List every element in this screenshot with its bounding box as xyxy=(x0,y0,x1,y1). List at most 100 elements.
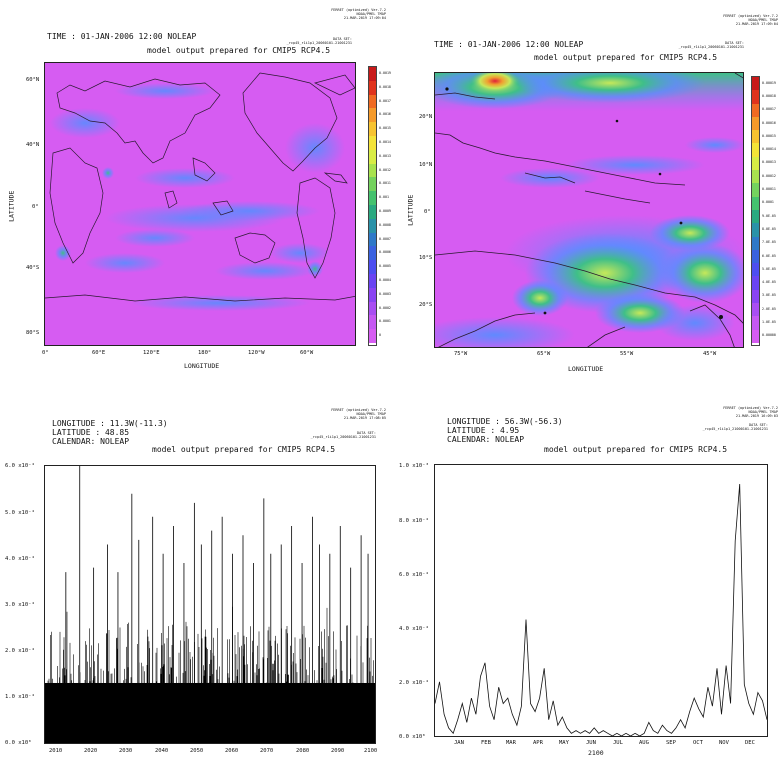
chart-title: model output prepared for CMIP5 RCP4.5 xyxy=(152,445,336,454)
y-axis-label: LATITUDE xyxy=(7,190,16,222)
colorbar-tick-label: 0.0008 xyxy=(379,222,391,227)
colorbar-tick-label: 0.0009 xyxy=(379,208,391,213)
colorbar-swatch xyxy=(752,130,759,144)
x-tick-label: 65°W xyxy=(537,351,551,357)
x-tick-label: 55°W xyxy=(620,351,634,357)
colorbar-tick-label: 0.0017 xyxy=(379,98,391,103)
x-tick-label: APR xyxy=(533,740,543,746)
colorbar-tick-label: 0.00014 xyxy=(762,147,776,152)
y-tick-label: 2.0 x10⁻⁴ xyxy=(399,680,429,686)
ferret-header: FERRET (optimized) Ver.7.2 NOAA/PMEL TMA… xyxy=(723,406,778,419)
colorbar-swatch xyxy=(369,149,376,164)
colorbar-tick-label: 0.00013 xyxy=(762,160,776,165)
colorbar-swatch xyxy=(752,103,759,117)
timeseries-plot-area xyxy=(44,465,376,744)
longitude-info: LONGITUDE : 11.3W(-11.3) xyxy=(52,419,168,428)
x-tick-label: 2020 xyxy=(84,748,98,754)
map-heatmap xyxy=(45,63,355,345)
colorbar-tick-label: 0.00000 xyxy=(762,333,776,338)
colorbar-tick-label: 0.00018 xyxy=(762,93,776,98)
colorbar-tick-label: 0.0003 xyxy=(379,291,391,296)
colorbar-swatch xyxy=(752,249,759,264)
colorbar-swatch xyxy=(752,316,759,330)
chart-panel-regional-map: TIME : 01-JAN-2006 12:00 NOLEAP FERRET (… xyxy=(392,0,784,385)
x-tick-label: NOV xyxy=(719,740,729,746)
colorbar-swatch xyxy=(369,67,376,81)
x-tick-label: 2080 xyxy=(296,748,310,754)
map-plot-area xyxy=(434,72,744,348)
colorbar-tick-label: 0.00011 xyxy=(762,187,776,192)
colorbar-tick-label: 9.0E-05 xyxy=(762,213,776,218)
colorbar-tick-label: 0.0004 xyxy=(379,277,391,282)
colorbar-swatch xyxy=(752,90,759,104)
y-tick-label: 60°N xyxy=(26,77,40,83)
x-tick-label: 2060 xyxy=(225,748,239,754)
location-info: LONGITUDE : 11.3W(-11.3) LATITUDE : 48.8… xyxy=(52,419,168,447)
timeseries-plot-area xyxy=(434,464,768,737)
colorbar-swatch xyxy=(752,143,759,157)
timeseries-line xyxy=(45,466,375,743)
colorbar xyxy=(368,66,377,346)
colorbar-tick-label: 0.0013 xyxy=(379,153,391,158)
calendar-info: CALENDAR: NOLEAP xyxy=(447,435,525,445)
coastlines xyxy=(45,72,355,302)
x-axis-label: LONGITUDE xyxy=(568,365,604,373)
colorbar-tick-label: 0.0006 xyxy=(379,250,391,255)
x-tick-label: 2100 xyxy=(364,748,378,754)
chart-title: model output prepared for CMIP5 RCP4.5 xyxy=(534,53,718,62)
colorbar-tick-label: 0.00017 xyxy=(762,107,776,112)
dataset-label: DATA SET: _rcp45_r1i1p1_21000101-2100123… xyxy=(702,423,768,432)
colorbar-tick-label: 2.0E-05 xyxy=(762,306,776,311)
y-tick-label: 10°S xyxy=(419,255,433,261)
y-tick-label: 2.0 x10⁻⁴ xyxy=(5,648,35,654)
ferret-header: FERRET (optimized) Ver.7.2 NOAA/PMEL TMA… xyxy=(331,408,386,421)
y-tick-label: 80°S xyxy=(26,330,40,336)
colorbar-tick-label: 0.0011 xyxy=(379,181,391,186)
colorbar-swatch xyxy=(752,156,759,171)
x-tick-label: DEC xyxy=(745,740,755,746)
y-tick-label: 5.0 x10⁻⁴ xyxy=(5,510,35,516)
x-tick-label: MAY xyxy=(559,740,569,746)
y-tick-label: 0° xyxy=(32,204,39,210)
chart-title: model output prepared for CMIP5 RCP4.5 xyxy=(544,445,728,454)
colorbar-swatch xyxy=(369,122,376,136)
colorbar-tick-label: 0.0007 xyxy=(379,236,391,241)
colorbar-ticks: 0.0019 0.0018 0.0017 0.0016 0.0015 0.0014 0.00… xyxy=(379,66,392,346)
colorbar-swatch xyxy=(752,77,759,91)
colorbar-swatch xyxy=(369,315,376,330)
y-tick-label: 20°N xyxy=(419,114,433,120)
y-tick-label: 10°N xyxy=(419,162,433,168)
colorbar-tick-label: 8.0E-05 xyxy=(762,226,776,231)
y-tick-label: 0.0 x10⁰ xyxy=(399,734,426,740)
colorbar-tick-label: 0.00012 xyxy=(762,173,776,178)
y-tick-label: 40°S xyxy=(26,265,40,271)
x-tick-label: 2010 xyxy=(49,748,63,754)
colorbar-tick-label: 0.00019 xyxy=(762,80,776,85)
colorbar-tick-label: 0.0016 xyxy=(379,112,391,117)
colorbar-tick-label: 6.0E-05 xyxy=(762,253,776,258)
calendar-info: CALENDAR: NOLEAP xyxy=(52,437,130,447)
colorbar-swatch xyxy=(369,301,376,316)
latitude-info: LATITUDE : 4.95 xyxy=(447,426,520,436)
colorbar-swatch xyxy=(752,236,759,250)
x-tick-label: 2030 xyxy=(119,748,133,754)
colorbar-tick-label: 0.00015 xyxy=(762,133,776,138)
colorbar-swatch xyxy=(752,276,759,290)
colorbar-swatch xyxy=(369,108,376,123)
colorbar-tick-label: 0.0001 xyxy=(762,200,774,205)
colorbar-tick-label: 1.0E-05 xyxy=(762,320,776,325)
colorbar-tick-label: 0.0005 xyxy=(379,264,391,269)
colorbar-swatch xyxy=(752,223,759,237)
colorbar-swatch xyxy=(752,329,759,343)
y-tick-label: 6.0 x10⁻⁴ xyxy=(5,463,35,469)
colorbar-swatch xyxy=(369,80,376,95)
colorbar-tick-label: 4.0E-05 xyxy=(762,280,776,285)
colorbar-swatch xyxy=(752,209,759,224)
colorbar-swatch xyxy=(752,303,759,317)
y-tick-label: 4.0 x10⁻⁴ xyxy=(399,626,429,632)
colorbar-tick-label: 0 xyxy=(379,333,381,338)
chart-panel-timeseries-2006-2100: LONGITUDE : 11.3W(-11.3) LATITUDE : 48.8… xyxy=(0,392,392,765)
colorbar-tick-label: 0.0001 xyxy=(379,319,391,324)
map-heatmap xyxy=(435,73,743,347)
colorbar xyxy=(751,76,760,346)
